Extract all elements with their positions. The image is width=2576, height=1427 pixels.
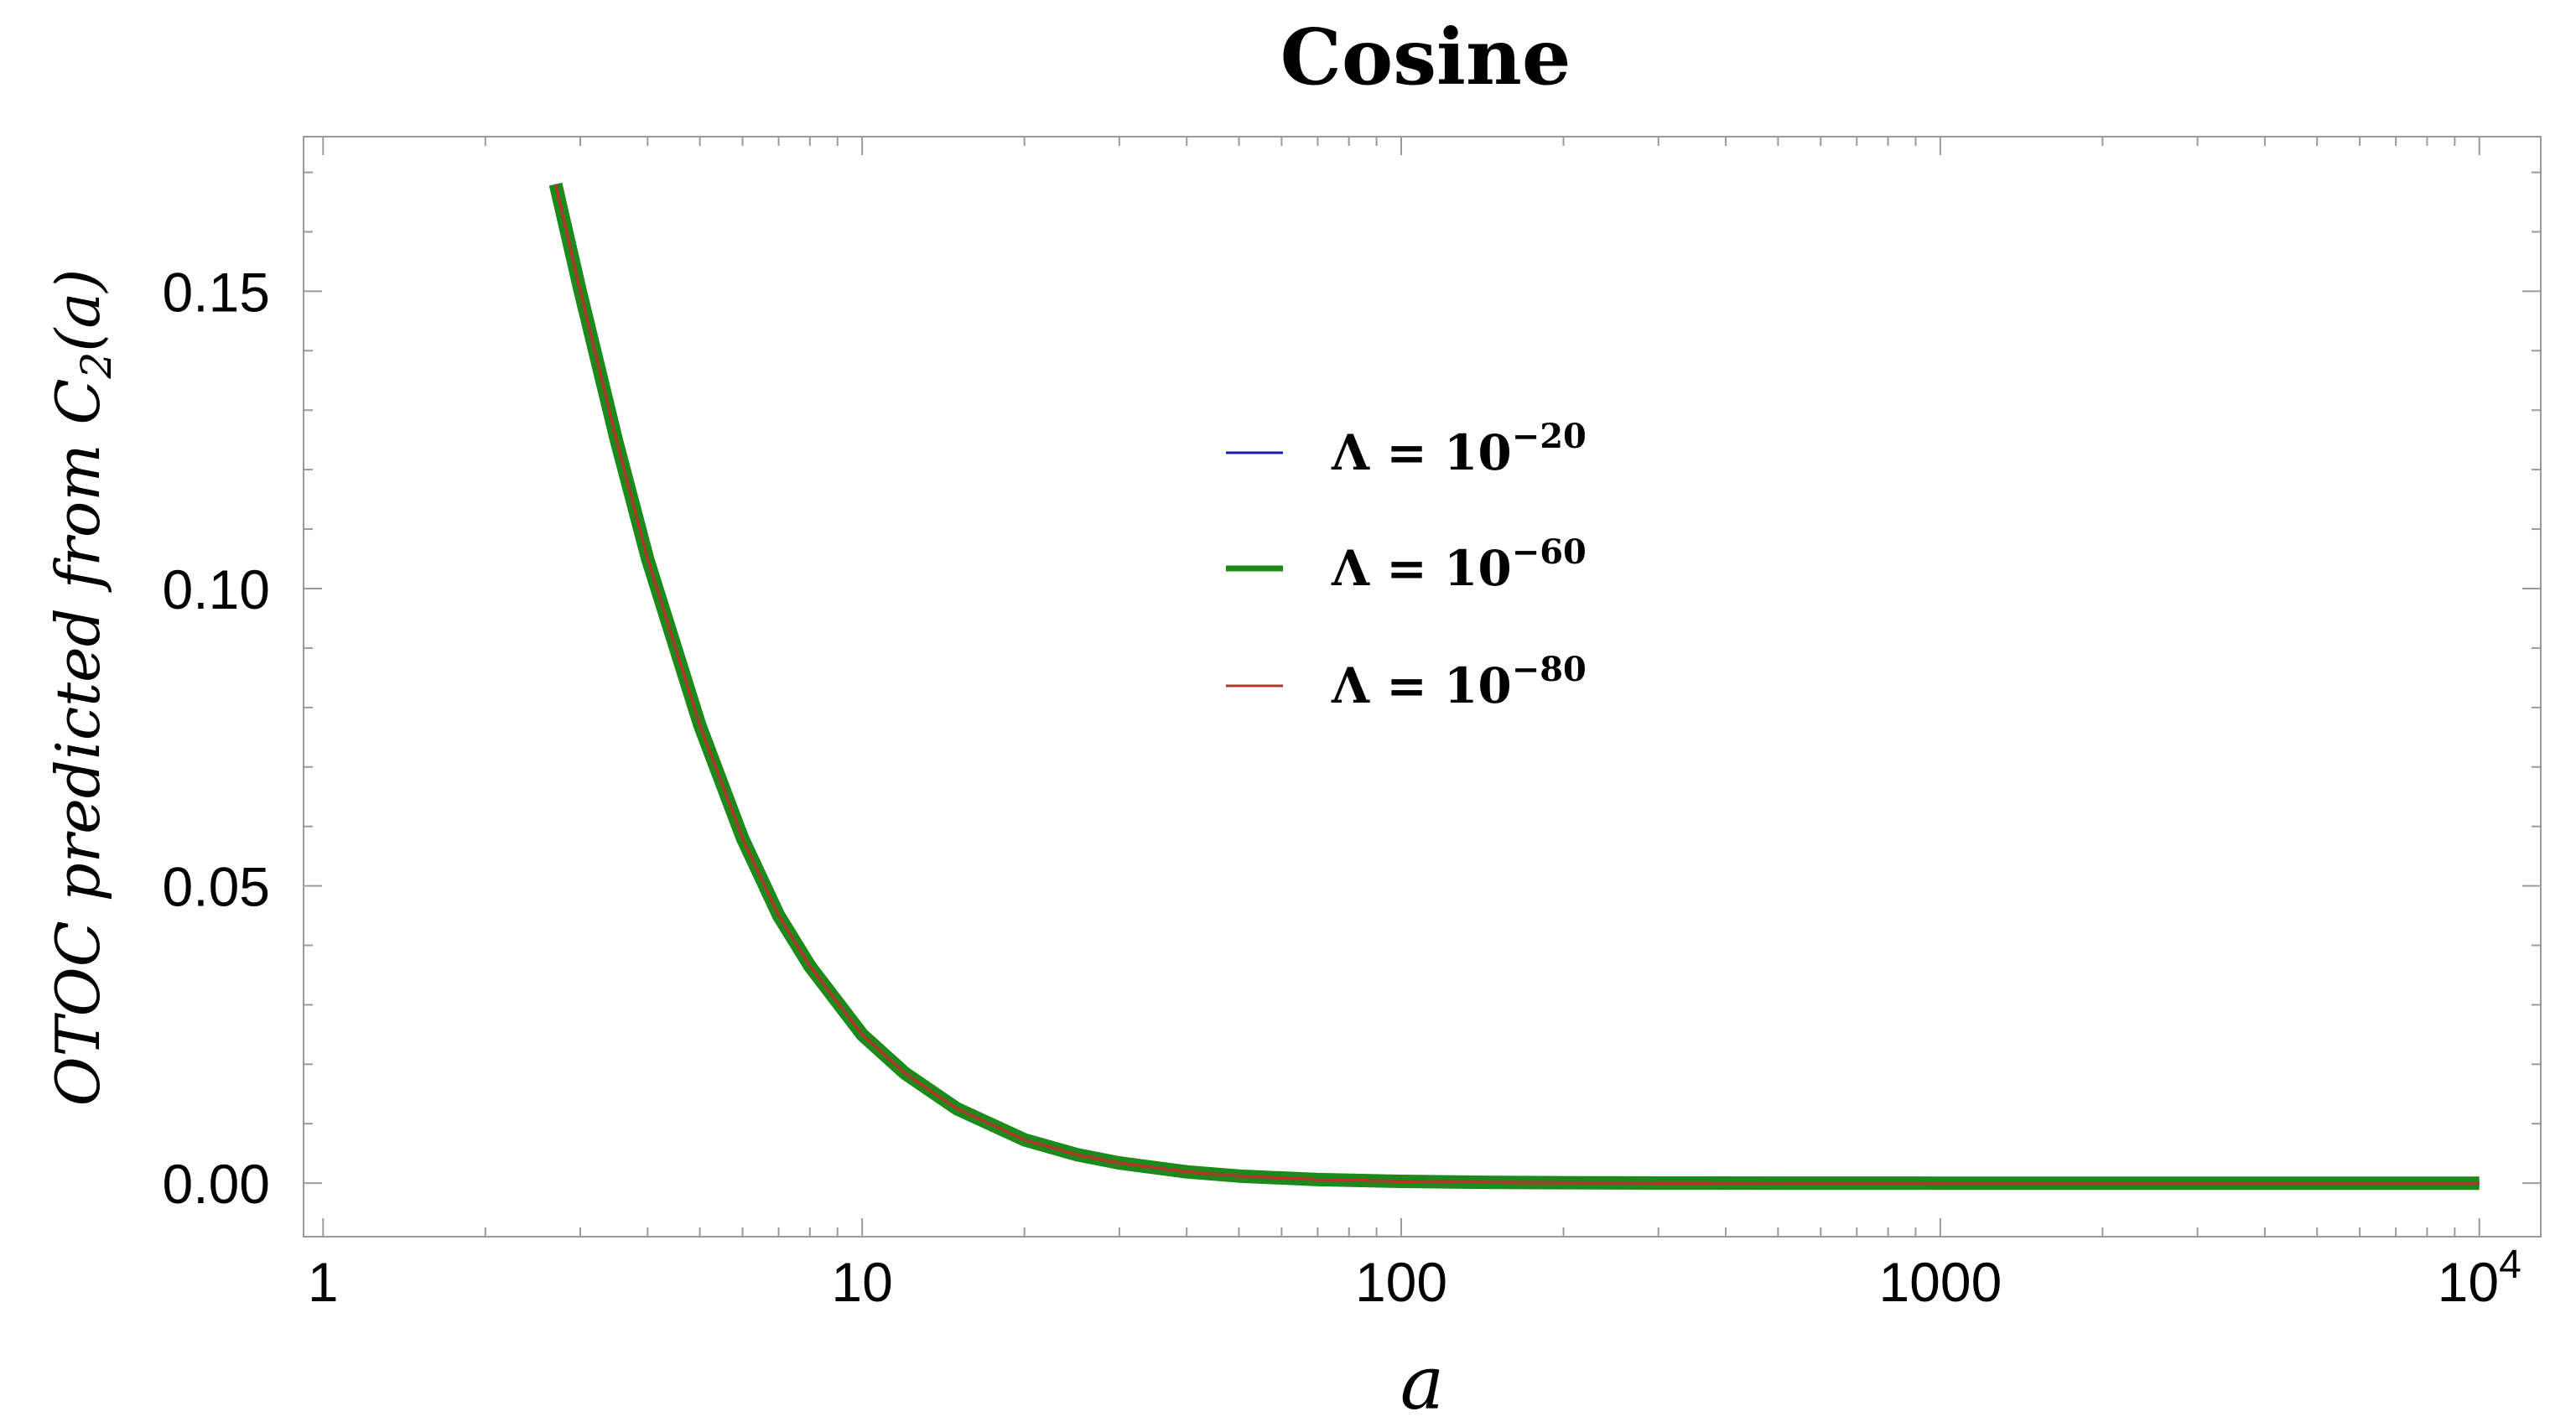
legend-label: Λ = 10−80 — [1331, 650, 1587, 714]
legend: Λ = 10−20 Λ = 10−60 Λ = 10−80 — [1226, 417, 1587, 714]
chart-title: Cosine — [1280, 12, 1571, 102]
x-tick-label: 104 — [2438, 1243, 2521, 1313]
legend-label: Λ = 10−60 — [1331, 532, 1587, 597]
series-line — [553, 184, 2480, 1186]
x-tick-label: 1 — [308, 1251, 339, 1313]
y-axis-label-sub: 2 — [72, 352, 121, 380]
y-tick-label: 0.00 — [163, 1153, 270, 1215]
axis-ticks — [304, 137, 2541, 1237]
x-tick-superscript: 4 — [2499, 1243, 2521, 1287]
y-axis-label-predicted: predicted — [43, 608, 113, 901]
plot-frame — [303, 136, 2542, 1238]
y-tick-label: 0.05 — [163, 856, 270, 918]
y-tick-label: 0.10 — [163, 558, 270, 620]
axis-tick-labels: 1 10 100 1000 104 0.00 0.05 0.10 0.15 — [163, 261, 2521, 1313]
legend-superscript: −60 — [1512, 532, 1587, 572]
x-tick-label: 100 — [1355, 1251, 1447, 1313]
legend-superscript: −80 — [1512, 650, 1587, 689]
y-axis-label: OTOC predicted from C2(a) — [43, 269, 121, 1107]
x-tick-label: 10 — [831, 1251, 892, 1313]
y-tick-label: 0.15 — [163, 261, 270, 323]
y-axis-label-c: C — [43, 379, 113, 425]
data-lines — [548, 182, 2480, 1191]
legend-label: Λ = 10−20 — [1331, 417, 1587, 481]
x-tick-label: 1000 — [1878, 1251, 2002, 1313]
y-axis-label-arg: (a) — [43, 269, 113, 352]
legend-superscript: −20 — [1512, 417, 1587, 456]
x-axis-label: a — [1400, 1340, 1444, 1426]
y-axis-label-from: from — [43, 444, 113, 594]
